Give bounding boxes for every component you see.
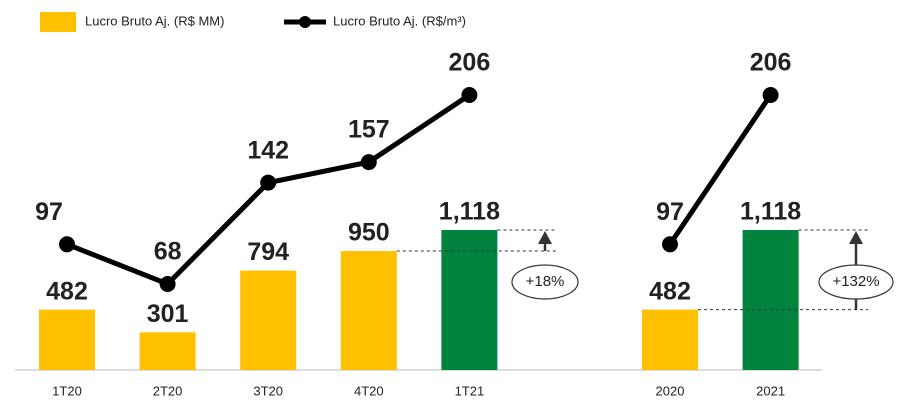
line-point [762, 87, 779, 103]
line-label: 68 [154, 238, 182, 266]
arrow-head [538, 231, 552, 244]
x-tick-label: 2T20 [153, 383, 183, 398]
line-label: 206 [750, 49, 792, 77]
line-point [461, 87, 478, 103]
line-point [360, 154, 377, 171]
annotation-bubble [818, 264, 894, 300]
bar [240, 270, 297, 370]
annotation: +18% [526, 273, 565, 290]
line-label: 142 [247, 136, 289, 164]
bar-label: 482 [649, 277, 691, 305]
legend-swatch [40, 12, 76, 32]
bar [139, 332, 196, 370]
line-point [260, 174, 277, 191]
arrow-head [849, 231, 863, 244]
line-label: 97 [656, 198, 684, 226]
bar-label: 1,118 [439, 198, 500, 226]
line-label: 206 [449, 49, 491, 77]
bar [39, 309, 95, 370]
bar [642, 309, 698, 370]
x-tick-label: 4T20 [354, 383, 384, 398]
bar [441, 230, 498, 370]
legend-label: Lucro Bruto Aj. (R$/m³) [333, 13, 466, 28]
x-tick-label: 3T20 [253, 383, 283, 398]
line-point [159, 276, 176, 292]
annotation: +132% [832, 273, 879, 290]
line-point [59, 236, 75, 253]
x-tick-label: 1T21 [455, 383, 485, 398]
bar-label: 482 [46, 277, 88, 305]
bar-label: 950 [348, 219, 390, 247]
bar-label: 1,118 [740, 198, 801, 226]
bar [742, 230, 799, 370]
line-label: 157 [348, 116, 390, 144]
line [667, 93, 773, 246]
annotation-bubble [511, 264, 579, 300]
line-label: 97 [35, 198, 63, 226]
x-tick-label: 2020 [656, 383, 685, 398]
x-tick-label: 2021 [756, 383, 785, 398]
legend-swatch [299, 16, 311, 28]
bar-label: 301 [147, 300, 189, 328]
bar [340, 251, 397, 370]
x-tick-label: 1T20 [52, 383, 82, 398]
line-point [662, 236, 678, 253]
legend-label: Lucro Bruto Aj. (R$ MM) [85, 13, 224, 28]
bar-label: 794 [247, 238, 289, 266]
